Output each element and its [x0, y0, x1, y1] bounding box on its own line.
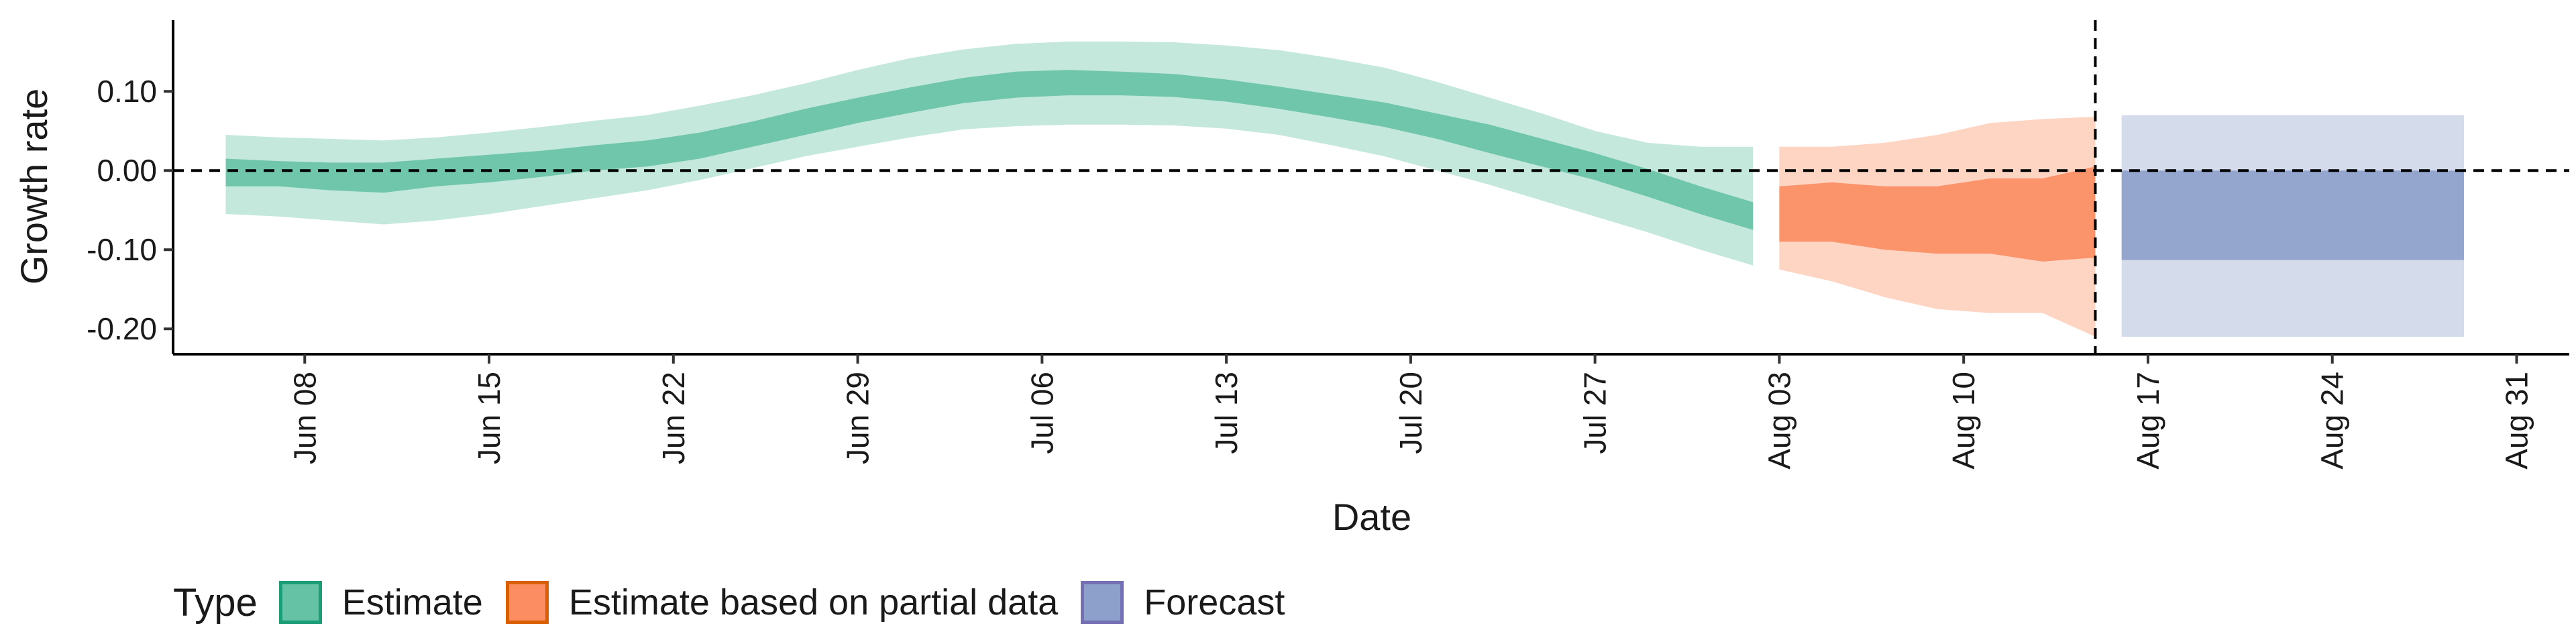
x-tick-label: Aug 17: [2131, 372, 2165, 470]
x-tick-label: Jun 08: [287, 372, 322, 464]
series-estimate: [225, 41, 1754, 266]
y-tick-label: -0.20: [87, 311, 157, 346]
legend-item-forecast: Forecast: [1081, 581, 1285, 624]
legend-key-partial: [505, 581, 549, 624]
data-bands: [225, 41, 2464, 337]
series-estimate-based-on-partial-data: [1779, 117, 2096, 337]
legend-label-estimate: Estimate: [341, 582, 483, 623]
x-tick-label: Jun 15: [472, 372, 506, 464]
x-axis-label: Date: [1332, 496, 1411, 538]
estimate-band-90: [225, 41, 1754, 266]
plot-svg: 0.10 0.00 -0.10 -0.20 Jun 08 Jun 15 Jun 22 Jun …: [13, 20, 2569, 538]
y-tick-label: -0.10: [87, 232, 157, 267]
legend-item-estimate: Estimate: [278, 581, 483, 624]
estimate-band-50: [225, 70, 1754, 230]
legend-item-partial: Estimate based on partial data: [505, 581, 1059, 624]
x-tick-label: Jul 13: [1209, 372, 1244, 454]
forecast-band-50: [2121, 170, 2464, 260]
x-tick-label: Jun 29: [841, 372, 875, 464]
x-tick-label: Jun 22: [656, 372, 691, 464]
legend: Type Estimate Estimate based on partial …: [173, 576, 1307, 629]
reference-lines: [173, 20, 2569, 354]
legend-key-estimate: [278, 581, 322, 624]
x-tick-label: Jul 06: [1024, 372, 1059, 454]
legend-key-forecast: [1081, 581, 1124, 624]
x-tick-label: Aug 24: [2315, 372, 2350, 470]
legend-label-partial: Estimate based on partial data: [568, 582, 1059, 623]
x-tick-label: Aug 31: [2500, 372, 2534, 470]
legend-label-forecast: Forecast: [1144, 582, 1285, 623]
x-tick-label: Aug 03: [1762, 372, 1796, 470]
estimate-based-on-partial-data-band-50: [1779, 166, 2096, 262]
y-tick-label: 0.10: [97, 74, 157, 109]
y-axis-label: Growth rate: [13, 89, 55, 285]
x-tick-label: Jul 27: [1578, 372, 1613, 454]
legend-title: Type: [173, 580, 258, 625]
axes: 0.10 0.00 -0.10 -0.20 Jun 08 Jun 15 Jun 22 Jun …: [87, 20, 2569, 470]
x-tick-label: Aug 10: [1946, 372, 1981, 470]
series-forecast: [2121, 115, 2464, 337]
x-tick-label: Jul 20: [1393, 372, 1428, 454]
y-tick-label: 0.00: [97, 153, 157, 188]
